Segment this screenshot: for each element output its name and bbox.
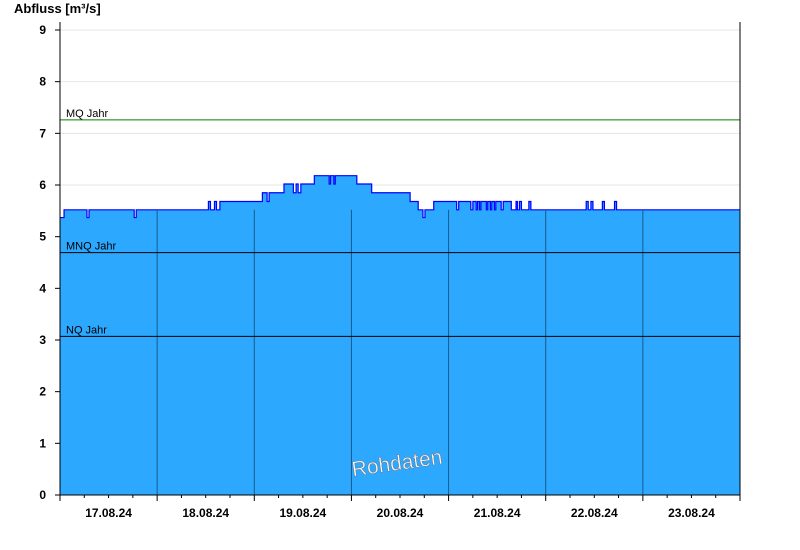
x-tick-label: 23.08.24 — [668, 506, 715, 520]
threshold-label: NQ Jahr — [66, 324, 107, 336]
y-tick-label: 1 — [39, 436, 46, 450]
x-tick-label: 18.08.24 — [182, 506, 229, 520]
threshold-label: MNQ Jahr — [66, 241, 116, 253]
discharge-area — [60, 175, 740, 495]
y-axis-title: Abfluss [m³/s] — [14, 1, 101, 16]
y-tick-label: 7 — [39, 126, 46, 140]
y-tick-label: 8 — [39, 75, 46, 89]
y-tick-label: 0 — [39, 488, 46, 502]
y-tick-label: 4 — [39, 281, 46, 295]
x-tick-label: 19.08.24 — [279, 506, 326, 520]
y-tick-label: 6 — [39, 178, 46, 192]
y-tick-label: 2 — [39, 385, 46, 399]
discharge-line — [60, 175, 740, 219]
x-tick-label: 22.08.24 — [571, 506, 618, 520]
y-tick-label: 3 — [39, 333, 46, 347]
x-tick-label: 21.08.24 — [474, 506, 521, 520]
y-tick-label: 5 — [39, 230, 46, 244]
threshold-label: MQ Jahr — [66, 108, 109, 120]
y-tick-label: 9 — [39, 23, 46, 37]
x-tick-label: 20.08.24 — [377, 506, 424, 520]
x-tick-label: 17.08.24 — [85, 506, 132, 520]
